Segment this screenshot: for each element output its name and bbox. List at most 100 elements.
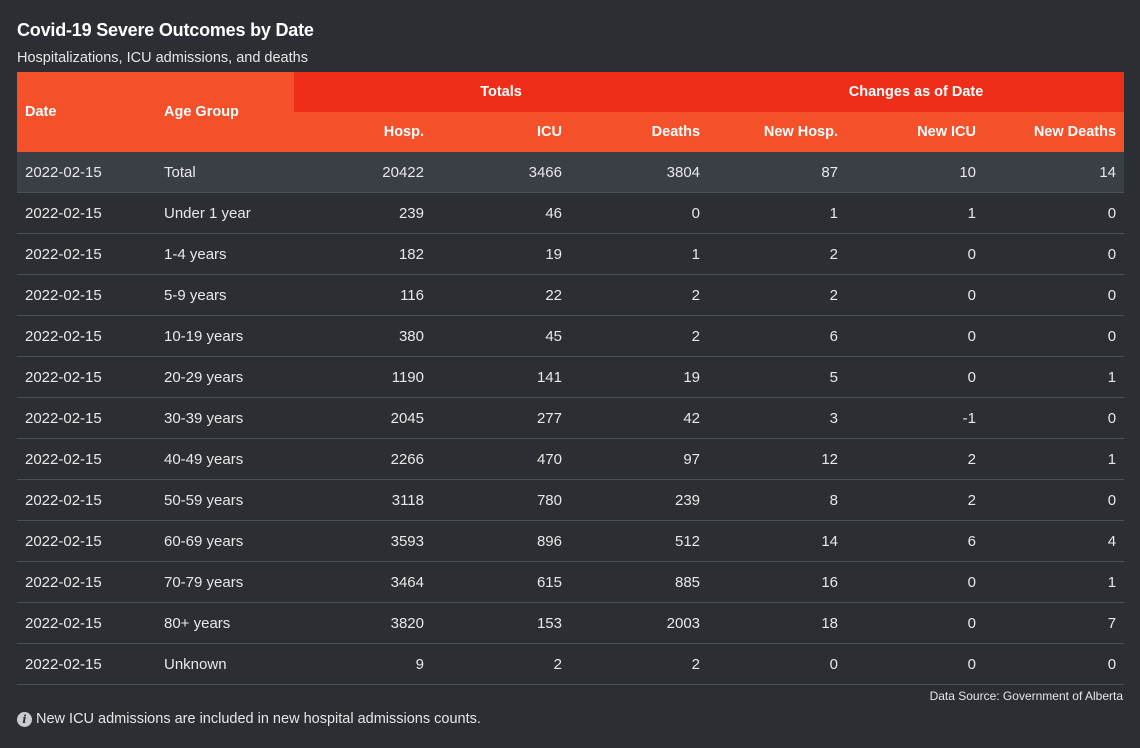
cell-date: 2022-02-15: [17, 479, 156, 521]
cell-deaths: 2003: [570, 602, 709, 644]
cell-hosp: 3820: [294, 602, 432, 644]
table-row: 2022-02-15 1-4 years 182 19 1 2 0 0: [17, 233, 1125, 275]
footnote-text: New ICU admissions are included in new h…: [36, 711, 481, 727]
table-row: 2022-02-15 40-49 years 2266 470 97 12 2 1: [17, 438, 1125, 480]
cell-icu: 45: [432, 315, 570, 357]
column-header-new-hosp[interactable]: New Hosp.: [708, 112, 847, 152]
cell-new-icu: -1: [846, 397, 985, 439]
cell-new-deaths: 0: [984, 315, 1125, 357]
cell-deaths: 19: [570, 356, 709, 398]
cell-new-icu: 0: [846, 233, 985, 275]
column-header-deaths[interactable]: Deaths: [570, 112, 709, 152]
cell-hosp: 182: [294, 233, 432, 275]
cell-new-hosp: 5: [708, 356, 847, 398]
outcomes-table: Date Age Group Totals Changes as of Date…: [17, 72, 1125, 685]
column-header-hosp[interactable]: Hosp.: [294, 112, 432, 152]
cell-icu: 46: [432, 192, 570, 234]
cell-icu: 277: [432, 397, 570, 439]
column-header-date[interactable]: Date: [17, 72, 156, 152]
cell-date: 2022-02-15: [17, 602, 156, 644]
table-row: 2022-02-15 Unknown 9 2 2 0 0 0: [17, 643, 1125, 685]
cell-deaths: 512: [570, 520, 709, 562]
cell-age-group: Total: [156, 152, 294, 193]
cell-new-hosp: 0: [708, 643, 847, 685]
cell-new-icu: 10: [846, 152, 985, 193]
cell-date: 2022-02-15: [17, 315, 156, 357]
column-header-new-icu[interactable]: New ICU: [846, 112, 985, 152]
table-row: 2022-02-15 Under 1 year 239 46 0 1 1 0: [17, 192, 1125, 234]
cell-deaths: 1: [570, 233, 709, 275]
cell-new-deaths: 4: [984, 520, 1125, 562]
cell-icu: 3466: [432, 152, 570, 193]
cell-hosp: 116: [294, 274, 432, 316]
cell-new-icu: 2: [846, 479, 985, 521]
cell-date: 2022-02-15: [17, 192, 156, 234]
cell-icu: 22: [432, 274, 570, 316]
cell-hosp: 1190: [294, 356, 432, 398]
cell-new-deaths: 1: [984, 438, 1125, 480]
table-row: 2022-02-15 30-39 years 2045 277 42 3 -1 0: [17, 397, 1125, 439]
cell-age-group: Unknown: [156, 643, 294, 685]
cell-age-group: 1-4 years: [156, 233, 294, 275]
cell-date: 2022-02-15: [17, 438, 156, 480]
cell-age-group: 60-69 years: [156, 520, 294, 562]
cell-age-group: 5-9 years: [156, 274, 294, 316]
cell-new-hosp: 12: [708, 438, 847, 480]
cell-new-hosp: 87: [708, 152, 847, 193]
cell-age-group: 80+ years: [156, 602, 294, 644]
cell-new-hosp: 3: [708, 397, 847, 439]
info-icon: i: [17, 711, 32, 727]
cell-hosp: 3593: [294, 520, 432, 562]
table-row: 2022-02-15 80+ years 3820 153 2003 18 0 7: [17, 602, 1125, 644]
cell-new-icu: 0: [846, 643, 985, 685]
cell-new-deaths: 0: [984, 233, 1125, 275]
cell-age-group: 20-29 years: [156, 356, 294, 398]
cell-new-deaths: 0: [984, 274, 1125, 316]
cell-icu: 153: [432, 602, 570, 644]
cell-age-group: 70-79 years: [156, 561, 294, 603]
column-header-new-deaths[interactable]: New Deaths: [984, 112, 1125, 152]
cell-icu: 780: [432, 479, 570, 521]
cell-new-icu: 0: [846, 356, 985, 398]
cell-age-group: 10-19 years: [156, 315, 294, 357]
cell-age-group: Under 1 year: [156, 192, 294, 234]
table-row: 2022-02-15 60-69 years 3593 896 512 14 6 4: [17, 520, 1125, 562]
cell-hosp: 2045: [294, 397, 432, 439]
cell-new-icu: 1: [846, 192, 985, 234]
cell-new-icu: 0: [846, 602, 985, 644]
cell-icu: 470: [432, 438, 570, 480]
cell-deaths: 3804: [570, 152, 709, 193]
cell-new-deaths: 0: [984, 643, 1125, 685]
table-row: 2022-02-15 20-29 years 1190 141 19 5 0 1: [17, 356, 1125, 398]
cell-date: 2022-02-15: [17, 152, 156, 193]
cell-icu: 896: [432, 520, 570, 562]
cell-hosp: 2266: [294, 438, 432, 480]
cell-age-group: 30-39 years: [156, 397, 294, 439]
group-header-changes: Changes as of Date: [708, 72, 1125, 112]
table-row-total: 2022-02-15 Total 20422 3466 3804 87 10 14: [17, 152, 1125, 193]
page-subtitle: Hospitalizations, ICU admissions, and de…: [17, 50, 308, 66]
cell-new-icu: 6: [846, 520, 985, 562]
cell-new-icu: 2: [846, 438, 985, 480]
cell-date: 2022-02-15: [17, 520, 156, 562]
cell-hosp: 3118: [294, 479, 432, 521]
cell-icu: 615: [432, 561, 570, 603]
cell-new-icu: 0: [846, 274, 985, 316]
cell-deaths: 2: [570, 315, 709, 357]
cell-date: 2022-02-15: [17, 233, 156, 275]
cell-new-deaths: 0: [984, 192, 1125, 234]
cell-deaths: 2: [570, 274, 709, 316]
table-row: 2022-02-15 50-59 years 3118 780 239 8 2 0: [17, 479, 1125, 521]
column-header-age-group[interactable]: Age Group: [156, 72, 294, 152]
cell-date: 2022-02-15: [17, 274, 156, 316]
cell-new-deaths: 0: [984, 479, 1125, 521]
column-header-icu[interactable]: ICU: [432, 112, 570, 152]
cell-new-hosp: 1: [708, 192, 847, 234]
cell-deaths: 0: [570, 192, 709, 234]
cell-icu: 141: [432, 356, 570, 398]
cell-hosp: 3464: [294, 561, 432, 603]
cell-new-deaths: 7: [984, 602, 1125, 644]
cell-hosp: 20422: [294, 152, 432, 193]
cell-date: 2022-02-15: [17, 643, 156, 685]
